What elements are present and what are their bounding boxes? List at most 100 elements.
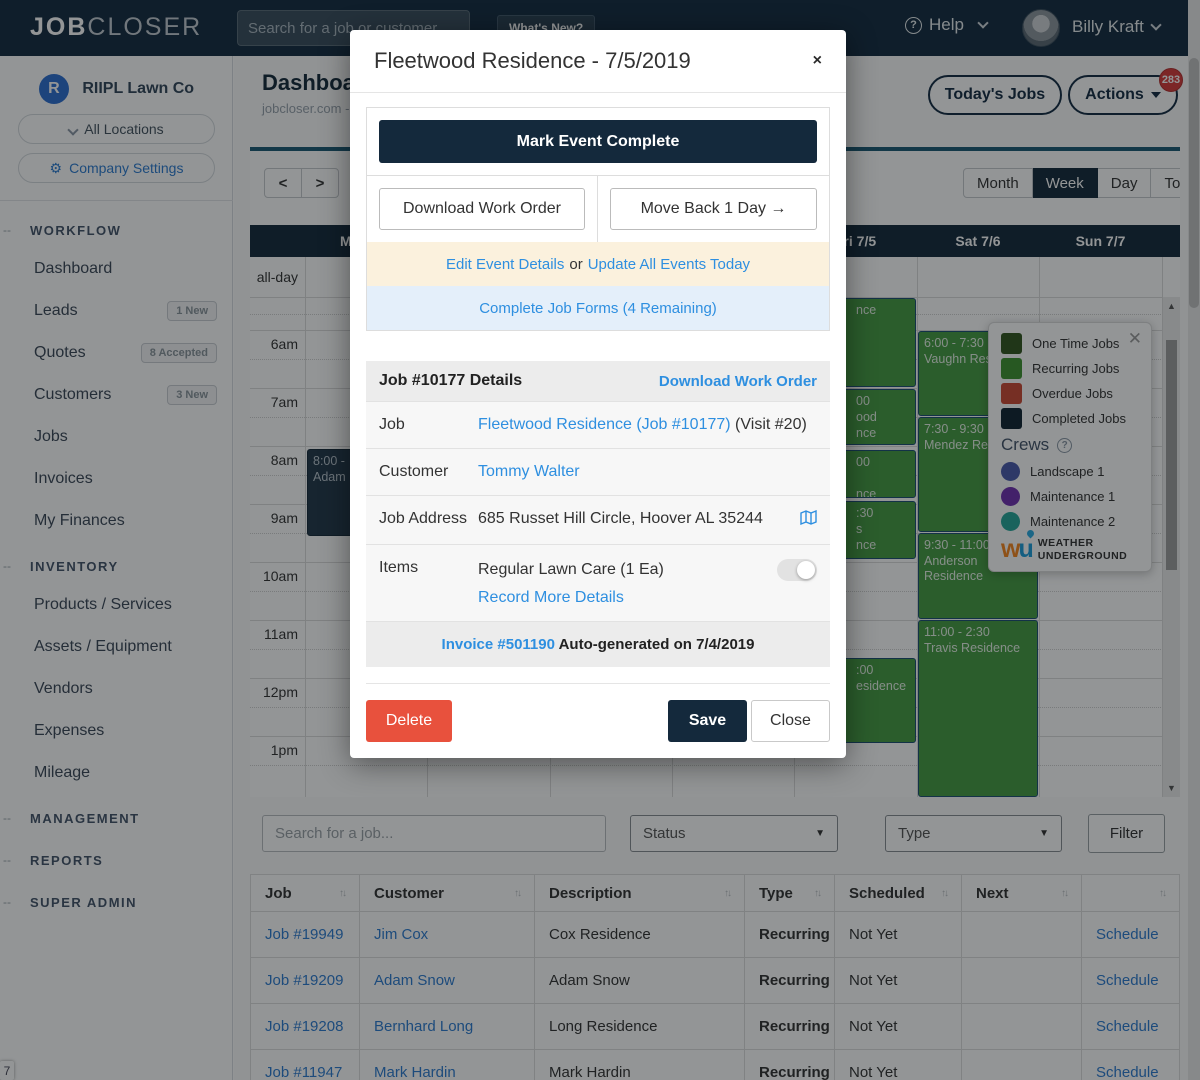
- scroll-down-icon[interactable]: ▼: [1167, 783, 1176, 793]
- collapse-icon[interactable]: --: [3, 223, 11, 237]
- help-menu[interactable]: ? Help: [905, 15, 989, 35]
- collapse-icon[interactable]: --: [3, 895, 11, 909]
- delete-button[interactable]: Delete: [366, 700, 452, 742]
- calendar-event-travis[interactable]: 11:00 - 2:30 Travis Residence: [918, 620, 1038, 797]
- complete-job-forms-link[interactable]: Complete Job Forms (4 Remaining): [479, 299, 717, 317]
- close-icon[interactable]: ×: [812, 52, 822, 69]
- sidebar-item-quotes[interactable]: Quotes 8 Accepted: [0, 332, 233, 374]
- sidebar-item-products-services[interactable]: Products / Services: [34, 596, 172, 613]
- sidebar-item-expenses[interactable]: Expenses: [34, 722, 105, 739]
- calendar-scrollbar[interactable]: ▲ ▼: [1163, 297, 1180, 797]
- col-next[interactable]: Next ↑↓: [962, 875, 1082, 911]
- update-all-events-link[interactable]: Update All Events Today: [587, 255, 751, 273]
- customer-link[interactable]: Bernhard Long: [374, 1018, 474, 1035]
- sidebar-item-invoices[interactable]: Invoices: [34, 470, 93, 487]
- collapse-icon[interactable]: --: [3, 853, 11, 867]
- sort-icon[interactable]: ↑↓: [1159, 887, 1167, 899]
- scroll-up-icon[interactable]: ▲: [1167, 301, 1176, 311]
- view-week-button[interactable]: Week: [1032, 168, 1098, 198]
- crews-heading: Crews ?: [1001, 431, 1139, 459]
- schedule-link[interactable]: Schedule: [1096, 1018, 1159, 1035]
- mark-event-complete-button[interactable]: Mark Event Complete: [379, 120, 817, 163]
- todays-jobs-button[interactable]: Today's Jobs: [928, 75, 1062, 115]
- status-select[interactable]: Status ▼: [630, 815, 838, 852]
- view-today-button[interactable]: Today: [1151, 168, 1180, 198]
- sidebar-item-dashboard[interactable]: Dashboard: [34, 260, 113, 277]
- edit-event-details-link[interactable]: Edit Event Details: [445, 255, 565, 273]
- move-back-button[interactable]: Move Back 1 Day →: [610, 188, 817, 230]
- locations-label: All Locations: [84, 121, 164, 137]
- calendar-prev-button[interactable]: <: [264, 168, 302, 198]
- customer-link[interactable]: Mark Hardin: [374, 1064, 456, 1080]
- actions-button[interactable]: Actions 283: [1068, 68, 1183, 115]
- page-scrollbar[interactable]: [1188, 0, 1200, 1080]
- sort-icon[interactable]: ↑↓: [1061, 887, 1069, 899]
- collapse-icon[interactable]: --: [3, 811, 11, 825]
- sort-icon[interactable]: ↑↓: [941, 887, 949, 899]
- invoice-link[interactable]: Invoice #501190: [441, 636, 555, 653]
- sidebar-item-mileage[interactable]: Mileage: [34, 764, 91, 781]
- col-actions[interactable]: ↑↓: [1082, 875, 1180, 911]
- job-link[interactable]: Job #19949: [265, 926, 344, 943]
- close-button[interactable]: Close: [751, 700, 830, 742]
- job-link[interactable]: Fleetwood Residence (Job #10177): [478, 416, 731, 433]
- sidebar-item-assets-equipment[interactable]: Assets / Equipment: [34, 638, 172, 655]
- section-workflow[interactable]: -- WORKFLOW: [3, 222, 122, 238]
- view-day-button[interactable]: Day: [1097, 168, 1152, 198]
- sidebar-item-leads[interactable]: Leads 1 New: [0, 290, 233, 332]
- schedule-link[interactable]: Schedule: [1096, 926, 1159, 943]
- customer-link[interactable]: Tommy Walter: [478, 463, 580, 480]
- customer-link[interactable]: Adam Snow: [374, 972, 455, 989]
- view-month-button[interactable]: Month: [963, 168, 1033, 198]
- customer-link[interactable]: Jim Cox: [374, 926, 429, 943]
- avatar[interactable]: [1022, 9, 1060, 47]
- col-job[interactable]: Job ↑↓: [250, 875, 360, 911]
- sidebar-item-jobs[interactable]: Jobs: [34, 428, 68, 445]
- section-reports[interactable]: -- REPORTS: [3, 852, 104, 868]
- download-work-order-link[interactable]: Download Work Order: [658, 372, 817, 390]
- col-description[interactable]: Description ↑↓: [535, 875, 745, 911]
- calendar-next-button[interactable]: >: [301, 168, 339, 198]
- sort-icon[interactable]: ↑↓: [514, 887, 522, 899]
- sidebar-item-vendors[interactable]: Vendors: [34, 680, 93, 697]
- save-button[interactable]: Save: [668, 700, 747, 742]
- user-name-label: Billy Kraft: [1072, 17, 1144, 36]
- sidebar-item-my-finances[interactable]: My Finances: [34, 512, 125, 529]
- schedule-link[interactable]: Schedule: [1096, 1064, 1159, 1080]
- job-link[interactable]: Job #19209: [265, 972, 344, 989]
- col-scheduled[interactable]: Scheduled ↑↓: [835, 875, 962, 911]
- all-locations-dropdown[interactable]: All Locations: [18, 114, 215, 144]
- sidebar: R RIIPL Lawn Co All Locations ⚙ Company …: [0, 56, 233, 1080]
- chat-widget-badge[interactable]: 7: [0, 1061, 14, 1080]
- sort-icon[interactable]: ↑↓: [814, 887, 822, 899]
- sort-icon[interactable]: ↑↓: [724, 887, 732, 899]
- section-management[interactable]: -- MANAGEMENT: [3, 810, 140, 826]
- type-select[interactable]: Type ▼: [885, 815, 1062, 852]
- job-link[interactable]: Job #11947: [265, 1064, 343, 1080]
- schedule-link[interactable]: Schedule: [1096, 972, 1159, 989]
- download-work-order-button[interactable]: Download Work Order: [379, 188, 585, 230]
- invoice-row: Invoice #501190 Auto-generated on 7/4/20…: [366, 621, 830, 667]
- collapse-icon[interactable]: --: [3, 559, 11, 573]
- item-toggle[interactable]: [777, 559, 817, 581]
- user-menu[interactable]: Billy Kraft: [1072, 17, 1162, 37]
- calendar-event-completed[interactable]: 8:00 - Adam: [307, 449, 365, 536]
- job-search-input[interactable]: [262, 815, 606, 852]
- col-customer[interactable]: Customer ↑↓: [360, 875, 535, 911]
- filter-button[interactable]: Filter: [1088, 814, 1165, 853]
- job-link[interactable]: Job #19208: [265, 1018, 344, 1035]
- scrollbar-thumb[interactable]: [1166, 340, 1177, 570]
- scrollbar-thumb[interactable]: [1189, 58, 1199, 308]
- section-inventory[interactable]: -- INVENTORY: [3, 558, 119, 574]
- close-icon[interactable]: ✕: [1127, 329, 1142, 348]
- company-settings-button[interactable]: ⚙ Company Settings: [18, 153, 215, 183]
- calendar-event-vaughn[interactable]: 6:00 - 7:30 Vaughn Residence: [918, 331, 1038, 416]
- map-icon[interactable]: [800, 509, 817, 530]
- record-more-details-link[interactable]: Record More Details: [478, 589, 624, 606]
- sort-icon[interactable]: ↑↓: [339, 887, 347, 899]
- help-icon[interactable]: ?: [1057, 437, 1073, 453]
- quotes-badge: 8 Accepted: [140, 343, 217, 363]
- col-type[interactable]: Type ↑↓: [745, 875, 835, 911]
- sidebar-item-customers[interactable]: Customers 3 New: [0, 374, 233, 416]
- section-super-admin[interactable]: -- SUPER ADMIN: [3, 894, 138, 910]
